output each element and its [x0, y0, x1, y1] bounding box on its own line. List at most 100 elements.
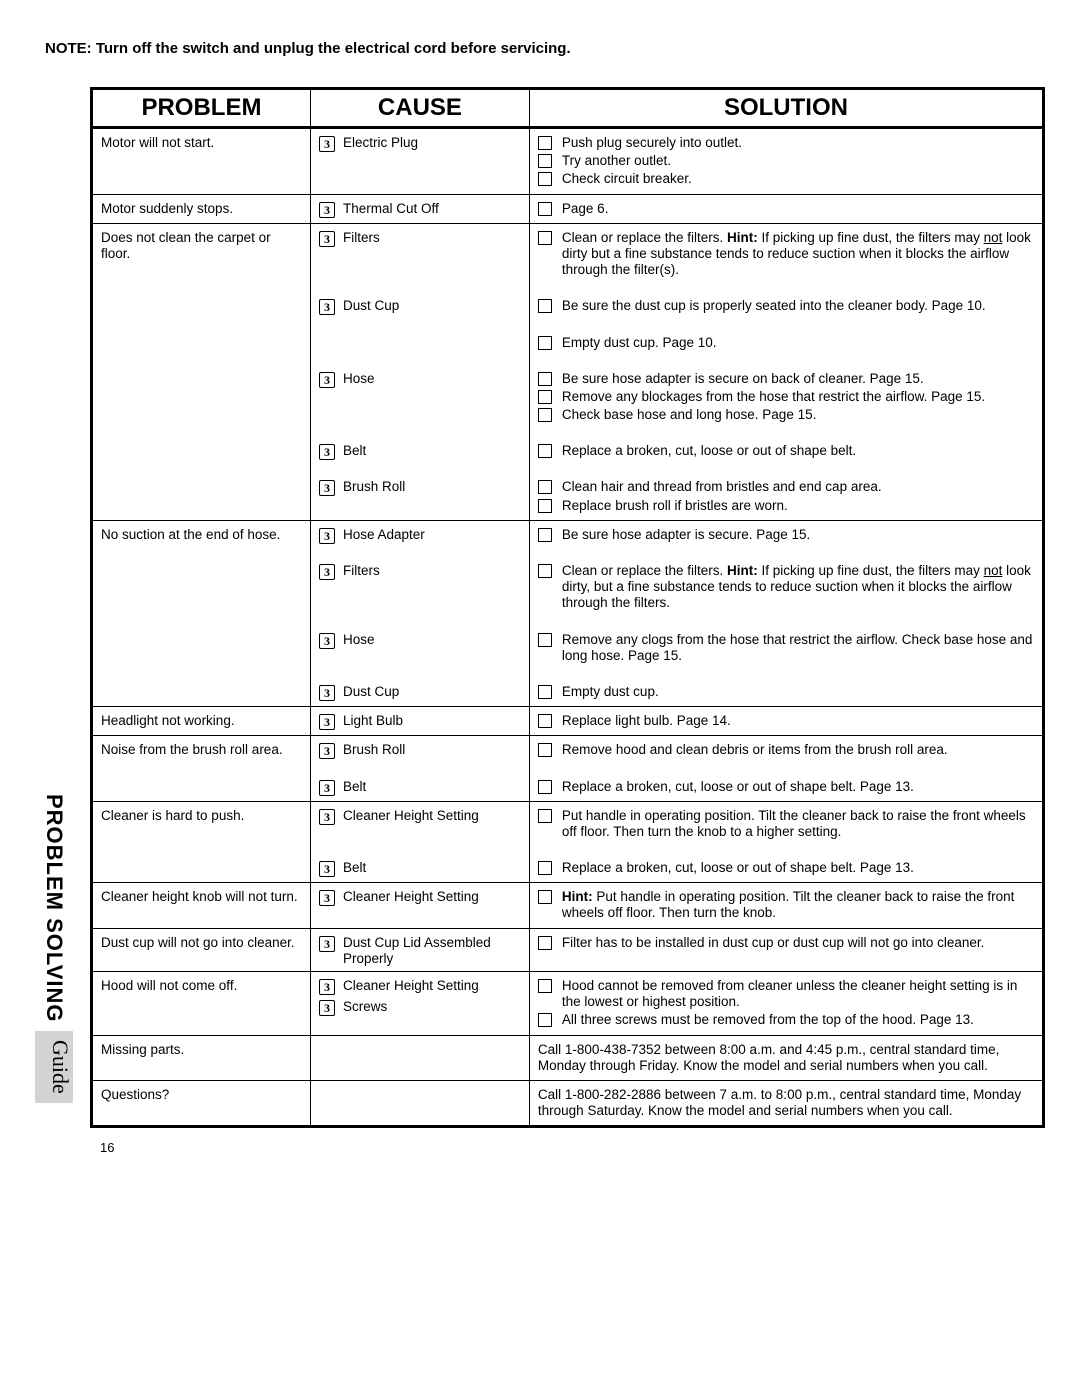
solution-text: Call 1-800-438-7352 between 8:00 a.m. an… — [538, 1042, 1034, 1074]
header-cause: CAUSE — [310, 89, 529, 128]
solution-checkbox-icon — [538, 336, 552, 350]
header-solution: SOLUTION — [529, 89, 1043, 128]
cause-icon: 3 — [319, 633, 335, 649]
solution-text: Empty dust cup. Page 10. — [562, 335, 1034, 351]
header-problem: PROBLEM — [92, 89, 311, 128]
cause-icon: 3 — [319, 480, 335, 496]
table-row: 3Hose Remove any clogs from the hose that… — [92, 618, 1044, 670]
table-row: Headlight not working. 3 Light Bulb Replace… — [92, 707, 1044, 736]
problem-cell — [92, 618, 311, 670]
problem-cell: Motor will not start. — [92, 128, 311, 195]
solution-checkbox-icon — [538, 890, 552, 904]
solution-checkbox-icon — [538, 979, 552, 993]
solution-checkbox-icon — [538, 372, 552, 386]
cause-cell: 3 Dust Cup — [310, 670, 529, 707]
cause-icon: 3 — [319, 136, 335, 152]
page-number: 16 — [100, 1140, 1045, 1155]
cause-text: Brush Roll — [343, 479, 405, 495]
cause-icon: 3 — [319, 743, 335, 759]
problem-cell: Cleaner height knob will not turn. — [92, 883, 311, 928]
cause-icon: 3 — [319, 299, 335, 315]
cause-cell: 3Cleaner Height Setting3Screws — [310, 972, 529, 1036]
solution-text: Replace a broken, cut, loose or out of s… — [562, 860, 1034, 876]
solution-text: Replace light bulb. Page 14. — [562, 713, 1034, 729]
solution-text: Call 1-800-282-2886 between 7 a.m. to 8:… — [538, 1087, 1034, 1119]
cause-text: Cleaner Height Setting — [343, 978, 479, 994]
table-row: 3Belt Replace a broken, cut, loose or out… — [92, 846, 1044, 883]
cause-cell: 3 Belt — [310, 429, 529, 465]
solution-cell: Empty dust cup. — [529, 670, 1043, 707]
solution-checkbox-icon — [538, 136, 552, 150]
solution-cell: Hint: Put handle in operating position. … — [529, 883, 1043, 928]
cause-text: Dust Cup — [343, 298, 399, 314]
cause-cell: 3Hose Adapter — [310, 520, 529, 549]
solution-cell: Clean hair and thread from bristles and … — [529, 465, 1043, 520]
solution-cell: Filter has to be installed in dust cup o… — [529, 928, 1043, 971]
solution-text: Clean or replace the filters. Hint: If p… — [562, 230, 1034, 279]
problem-cell — [92, 321, 311, 357]
cause-text: Dust Cup Lid Assembled Properly — [343, 935, 503, 967]
problem-cell: Motor suddenly stops. — [92, 194, 311, 223]
cause-text: Belt — [343, 443, 366, 459]
problem-cell: Does not clean the carpet or floor. — [92, 223, 311, 284]
table-row: 3 Belt Replace a broken, cut, loose or out… — [92, 429, 1044, 465]
solution-checkbox-icon — [538, 154, 552, 168]
solution-text: Clean or replace the filters. Hint: If p… — [562, 563, 1034, 612]
solution-checkbox-icon — [538, 172, 552, 186]
solution-checkbox-icon — [538, 202, 552, 216]
solution-checkbox-icon — [538, 408, 552, 422]
solution-text: Hint: Put handle in operating position. … — [562, 889, 1034, 921]
cause-cell — [310, 321, 529, 357]
cause-cell: 3 Dust Cup — [310, 284, 529, 320]
solution-text: Replace a broken, cut, loose or out of s… — [562, 779, 1034, 795]
cause-cell: 3Hose — [310, 618, 529, 670]
solution-text: Replace a broken, cut, loose or out of s… — [562, 443, 1034, 459]
cause-icon: 3 — [319, 444, 335, 460]
solution-checkbox-icon — [538, 809, 552, 823]
side-tab: PROBLEM SOLVINGGuide — [35, 780, 73, 1100]
solution-cell: Be sure the dust cup is properly seated … — [529, 284, 1043, 320]
solution-checkbox-icon — [538, 390, 552, 404]
problem-cell — [92, 670, 311, 707]
cause-icon: 3 — [319, 1000, 335, 1016]
cause-text: Electric Plug — [343, 135, 418, 151]
cause-text: Dust Cup — [343, 684, 399, 700]
table-row: Does not clean the carpet or floor.3Filt… — [92, 223, 1044, 284]
solution-text: Check circuit breaker. — [562, 171, 1034, 187]
problem-cell — [92, 429, 311, 465]
problem-cell: Questions? — [92, 1080, 311, 1126]
cause-cell: 3 Brush Roll — [310, 465, 529, 520]
solution-cell: Replace light bulb. Page 14. — [529, 707, 1043, 736]
cause-cell — [310, 1080, 529, 1126]
cause-text: Filters — [343, 230, 380, 246]
solution-checkbox-icon — [538, 528, 552, 542]
solution-text: Remove any clogs from the hose that rest… — [562, 632, 1034, 664]
solution-cell: Replace a broken, cut, loose or out of s… — [529, 765, 1043, 802]
solution-cell: Push plug securely into outlet.Try anoth… — [529, 128, 1043, 195]
problem-cell: Dust cup will not go into cleaner. — [92, 928, 311, 971]
side-tab-guide: Guide — [35, 1031, 73, 1103]
solution-cell: Be sure hose adapter is secure. Page 15. — [529, 520, 1043, 549]
cause-icon: 3 — [319, 714, 335, 730]
solution-text: Be sure hose adapter is secure on back o… — [562, 371, 1034, 387]
solution-cell: Be sure hose adapter is secure on back o… — [529, 357, 1043, 430]
cause-icon: 3 — [319, 372, 335, 388]
solution-checkbox-icon — [538, 936, 552, 950]
cause-cell: 3 Electric Plug — [310, 128, 529, 195]
solution-text: Be sure hose adapter is secure. Page 15. — [562, 527, 1034, 543]
cause-cell: 3Belt — [310, 846, 529, 883]
solution-checkbox-icon — [538, 231, 552, 245]
cause-cell: 3Thermal Cut Off — [310, 194, 529, 223]
solution-text: Push plug securely into outlet. — [562, 135, 1034, 151]
solution-text: Filter has to be installed in dust cup o… — [562, 935, 1034, 951]
cause-cell: 3Belt — [310, 765, 529, 802]
table-row: Cleaner is hard to push.3Cleaner Height … — [92, 801, 1044, 846]
cause-text: Cleaner Height Setting — [343, 808, 479, 824]
cause-cell: 3Cleaner Height Setting — [310, 883, 529, 928]
problem-cell: Headlight not working. — [92, 707, 311, 736]
solution-cell: Clean or replace the filters. Hint: If p… — [529, 223, 1043, 284]
solution-checkbox-icon — [538, 780, 552, 794]
cause-icon: 3 — [319, 685, 335, 701]
solution-text: Page 6. — [562, 201, 1034, 217]
cause-text: Light Bulb — [343, 713, 403, 729]
